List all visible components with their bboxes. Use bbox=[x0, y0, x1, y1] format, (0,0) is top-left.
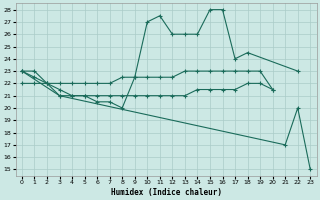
X-axis label: Humidex (Indice chaleur): Humidex (Indice chaleur) bbox=[111, 188, 221, 197]
